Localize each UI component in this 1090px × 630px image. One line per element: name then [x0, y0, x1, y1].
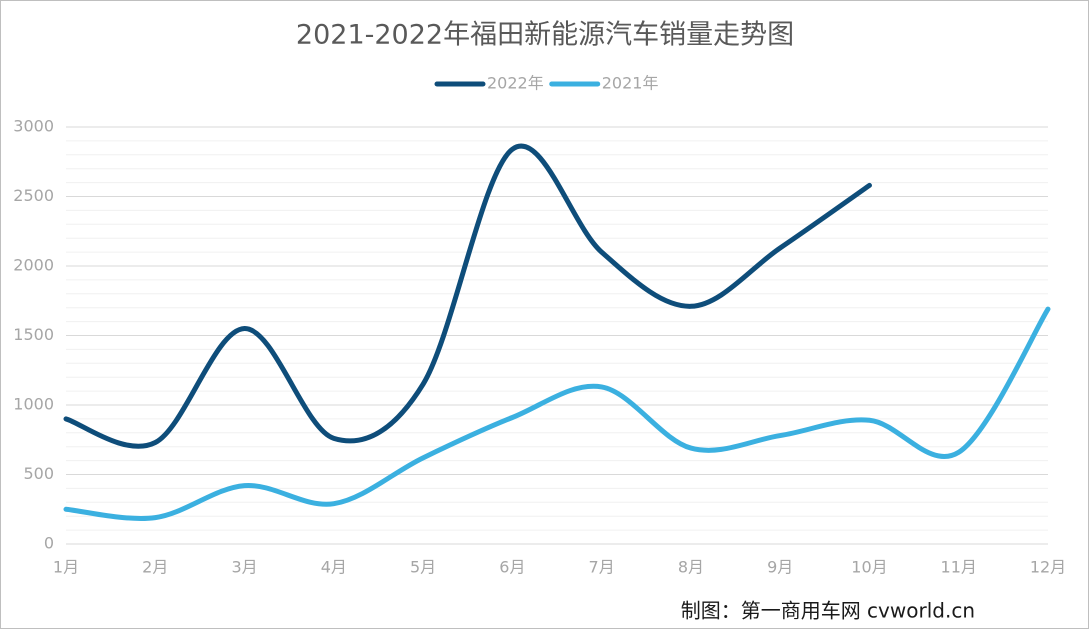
y-tick-label: 1500	[13, 325, 54, 344]
x-tick-label: 2月	[142, 558, 168, 577]
y-tick-label: 3000	[13, 117, 54, 136]
x-tick-label: 8月	[678, 558, 704, 577]
x-tick-label: 9月	[767, 558, 793, 577]
series-line	[63, 143, 872, 449]
x-tick-label: 1月	[53, 558, 79, 577]
legend-label: 2022年	[487, 74, 544, 93]
x-tick-label: 4月	[321, 558, 347, 577]
x-tick-label: 7月	[589, 558, 615, 577]
y-tick-label: 1000	[13, 395, 54, 414]
y-tick-label: 2500	[13, 186, 54, 205]
x-tick-label: 5月	[410, 558, 436, 577]
chart-title: 2021-2022年福田新能源汽车销量走势图	[296, 20, 794, 51]
source-note: 制图：第一商用车网 cvworld.cn	[681, 599, 975, 623]
y-tick-label: 0	[44, 534, 54, 553]
x-tick-label: 3月	[231, 558, 257, 577]
x-tick-label: 11月	[941, 558, 977, 577]
series-line	[63, 306, 1051, 521]
y-tick-label: 500	[23, 464, 54, 483]
x-tick-label: 10月	[851, 558, 887, 577]
legend-label: 2021年	[602, 74, 659, 93]
x-tick-label: 6月	[499, 558, 525, 577]
x-tick-label: 12月	[1030, 558, 1066, 577]
y-tick-label: 2000	[13, 256, 54, 275]
